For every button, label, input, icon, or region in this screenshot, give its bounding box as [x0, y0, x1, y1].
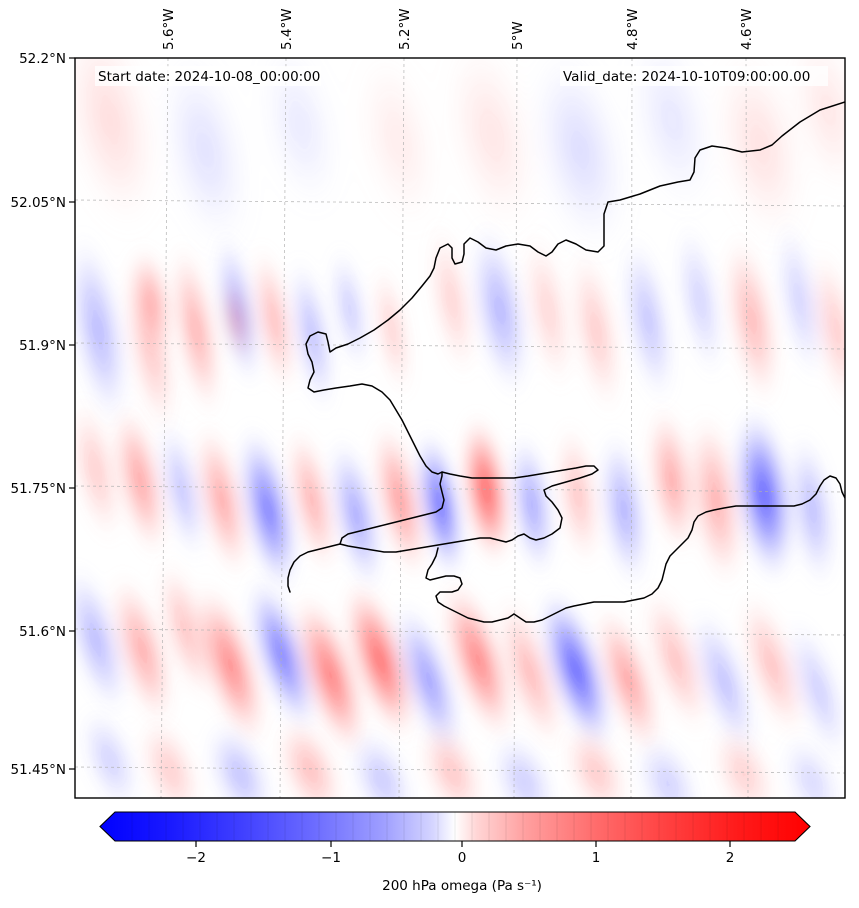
- colorbar-tick-labels: −2 −1 0 1 2: [186, 850, 734, 866]
- x-tick-label: 4.6°W: [739, 8, 755, 50]
- gridline-lat: [75, 199, 845, 207]
- x-tick-label: 4.8°W: [625, 8, 641, 50]
- map-panel[interactable]: Start date: 2024-10-08_00:00:00 Valid_da…: [40, 0, 859, 850]
- colorbar-level-separators: [131, 812, 779, 841]
- colorbar[interactable]: −2 −1 0 1 2 200 hPa omega (Pa s⁻¹): [99, 811, 811, 894]
- y-tick-label: 51.45°N: [11, 762, 67, 778]
- colorbar-tick-label: 1: [592, 850, 601, 866]
- x-tick-label: 5.4°W: [279, 8, 295, 50]
- x-tick-label: 5°W: [510, 21, 526, 50]
- map-gridlines: [75, 58, 845, 798]
- coastline-milford-haven: [425, 547, 515, 623]
- colorbar-tick-label: −2: [186, 850, 206, 866]
- coastline-north: [305, 101, 845, 475]
- map-axes-frame: [74, 57, 846, 799]
- colorbar-tick-label: −1: [321, 850, 341, 866]
- y-tick-label: 51.9°N: [19, 338, 66, 354]
- start-date-annotation: Start date: 2024-10-08_00:00:00: [95, 66, 321, 86]
- colorbar-axis-label: 200 hPa omega (Pa s⁻¹): [382, 878, 542, 894]
- gridline-lat: [75, 485, 845, 493]
- y-tick-label: 52.2°N: [19, 51, 66, 67]
- coastline-layer: [287, 101, 845, 623]
- y-tick-label: 52.05°N: [11, 195, 67, 211]
- gridline-lat: [75, 766, 845, 774]
- coastline-bristol-channel: [513, 475, 845, 623]
- x-tick-label: 5.2°W: [397, 8, 413, 50]
- coastline-headland-west: [287, 543, 341, 593]
- colorbar-tick-label: 2: [726, 850, 735, 866]
- coastline-pembrokeshire: [339, 465, 599, 553]
- colorbar-gradient-body: [99, 811, 811, 842]
- y-axis-tickmarks: [69, 57, 75, 770]
- valid-date-text: Valid_date: 2024-10-10T09:00:00.00: [563, 69, 810, 85]
- gridline-lat: [75, 342, 845, 350]
- start-date-text: Start date: 2024-10-08_00:00:00: [98, 69, 320, 85]
- valid-date-annotation: Valid_date: 2024-10-10T09:00:00.00: [560, 66, 828, 86]
- y-tick-label: 51.75°N: [11, 481, 67, 497]
- x-tick-label: 5.6°W: [161, 8, 177, 50]
- x-axis-tick-labels: 5.6°W 5.4°W 5.2°W 5°W 4.8°W 4.6°W: [161, 8, 755, 50]
- colorbar-tick-label: 0: [458, 850, 467, 866]
- gridline-lat: [75, 628, 845, 636]
- omega-field: [75, 58, 845, 798]
- y-tick-label: 51.6°N: [19, 624, 66, 640]
- y-axis-tick-labels: 52.2°N 52.05°N 51.9°N 51.75°N 51.6°N 51.…: [11, 51, 67, 778]
- colorbar-tickmarks: [195, 841, 731, 847]
